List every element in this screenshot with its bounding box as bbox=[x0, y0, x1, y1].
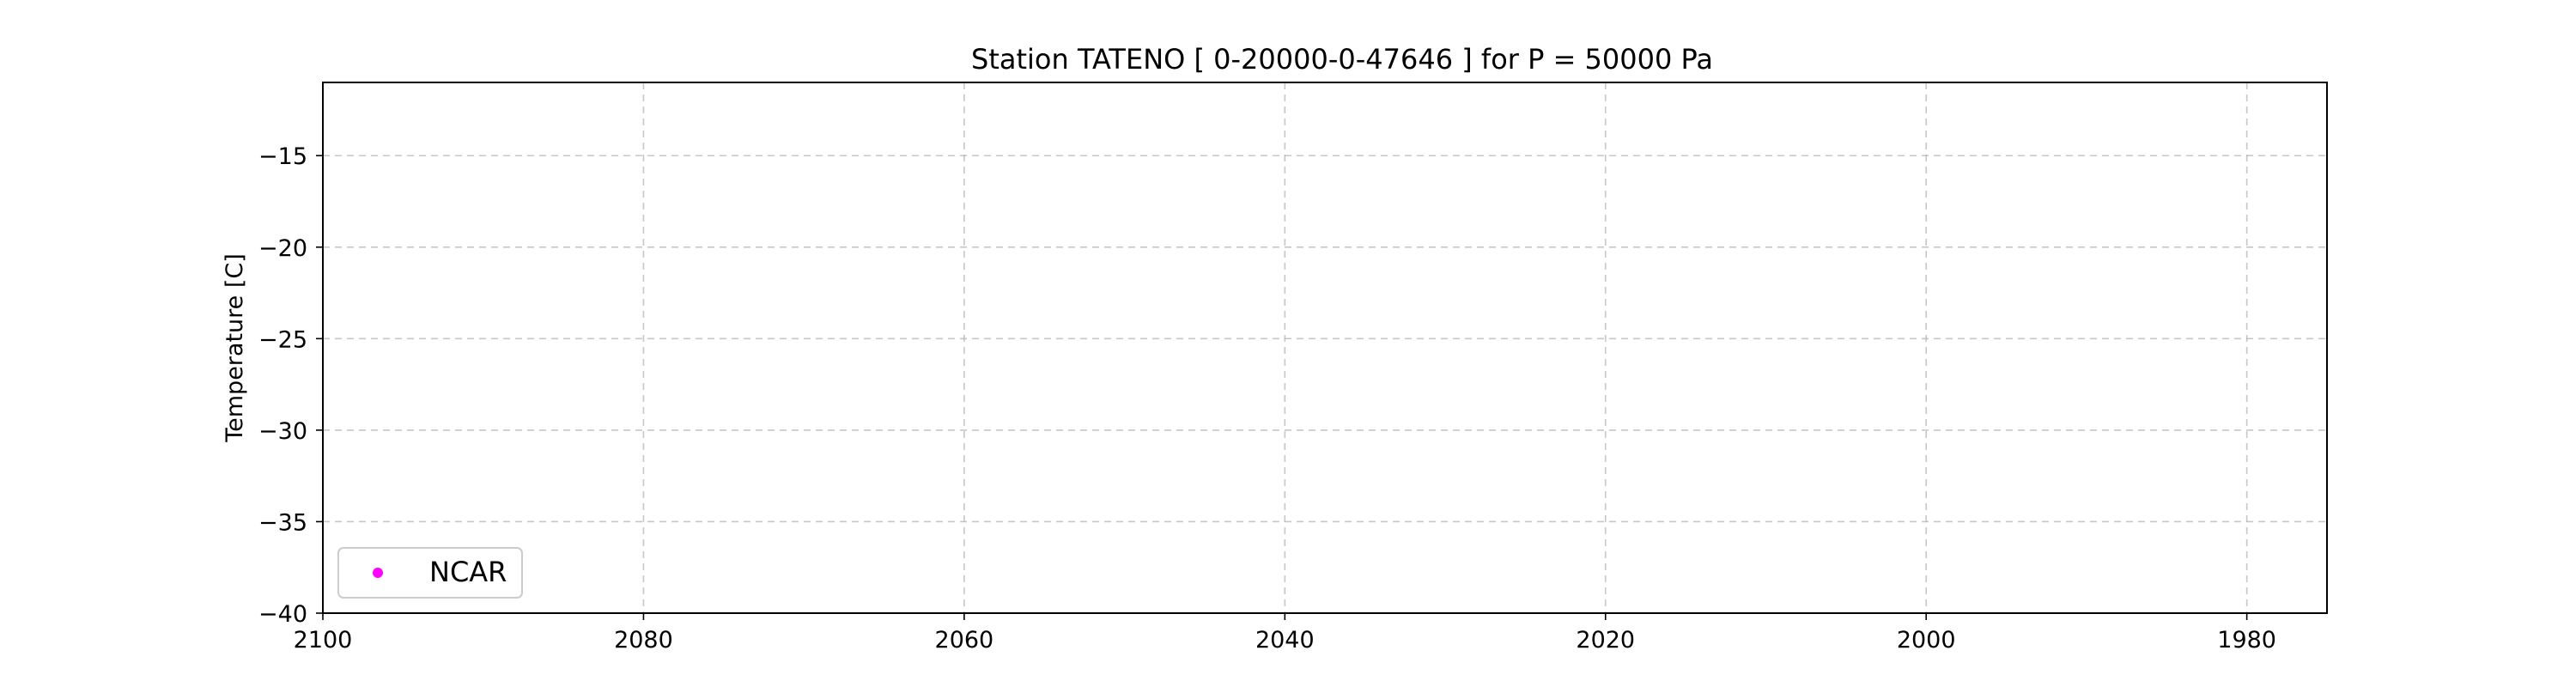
y-tick-label: −20 bbox=[258, 235, 307, 262]
chart-title: Station TATENO [ 0-20000-0-47646 ] for P… bbox=[971, 43, 1713, 76]
x-tick-label: 1980 bbox=[2217, 627, 2276, 654]
plot-frame bbox=[322, 82, 2328, 614]
grid bbox=[322, 82, 2327, 614]
y-tick-label: −25 bbox=[258, 326, 307, 353]
legend-label-ncar: NCAR bbox=[429, 556, 507, 588]
y-axis-label: Temperature [C] bbox=[222, 253, 248, 443]
x-axis: 2100 2080 2060 2040 2020 2000 1980 bbox=[294, 613, 2276, 654]
legend-box bbox=[337, 547, 523, 599]
y-axis: −15 −20 −25 −30 −35 −40 bbox=[258, 143, 323, 628]
x-tick-label: 2060 bbox=[935, 627, 994, 654]
y-tick-label: −35 bbox=[258, 509, 307, 536]
x-tick-label: 2040 bbox=[1255, 627, 1315, 654]
y-tick-label: −15 bbox=[258, 143, 307, 170]
y-tick-label: −40 bbox=[258, 601, 307, 628]
x-tick-label: 2020 bbox=[1576, 627, 1635, 654]
legend: NCAR bbox=[337, 547, 523, 599]
legend-marker-ncar bbox=[373, 568, 383, 578]
y-tick-label: −30 bbox=[258, 418, 307, 445]
x-tick-label: 2100 bbox=[294, 627, 353, 654]
x-tick-label: 2000 bbox=[1897, 627, 1956, 654]
x-tick-label: 2080 bbox=[614, 627, 673, 654]
